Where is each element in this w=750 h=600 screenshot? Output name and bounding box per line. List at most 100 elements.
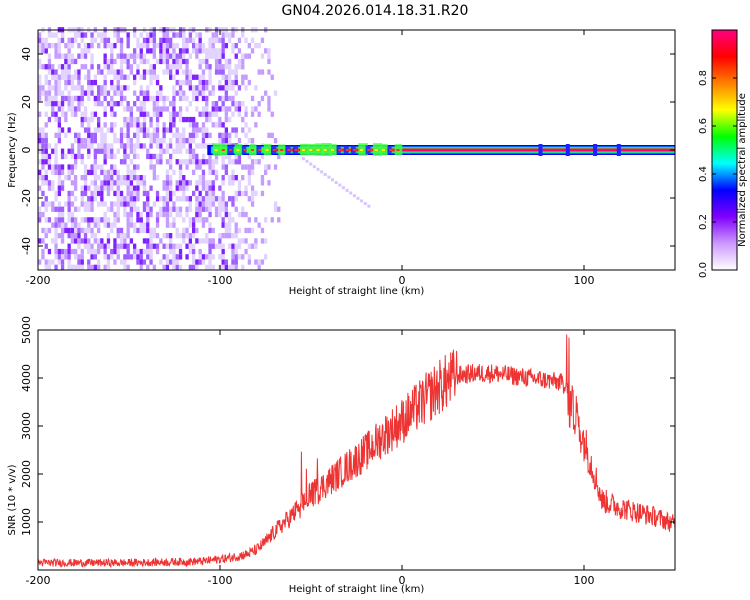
noise-cell [129, 175, 133, 181]
noise-cell [211, 90, 215, 96]
noise-cell [80, 85, 84, 91]
noise-cell [136, 180, 140, 186]
noise-cell [67, 53, 71, 59]
noise-cell [228, 153, 232, 160]
noise-cell [224, 85, 228, 91]
noise-cell [64, 116, 68, 123]
noise-cell [129, 211, 133, 218]
noise-cell [97, 227, 101, 234]
noise-cell [97, 43, 101, 49]
noise-cell [198, 111, 202, 117]
signal-blob [316, 149, 320, 151]
noise-cell [185, 138, 189, 144]
noise-cell [146, 85, 150, 91]
noise-cell [244, 37, 248, 43]
noise-cell [188, 132, 192, 138]
noise-cell [208, 169, 212, 175]
noise-cell [267, 69, 271, 75]
noise-cell [77, 222, 81, 228]
noise-cell [195, 259, 199, 265]
noise-cell [129, 185, 133, 191]
noise-cell [267, 58, 271, 65]
noise-cell [178, 85, 183, 91]
noise-cell [93, 264, 97, 270]
noise-cell [208, 79, 212, 86]
noise-cell [162, 106, 166, 112]
noise-cell [175, 196, 179, 202]
noise-cell [208, 211, 212, 218]
noise-cell [178, 169, 183, 175]
noise-cell [205, 85, 209, 91]
noise-cell [231, 264, 235, 270]
noise-cell [38, 185, 42, 191]
noise-cell [67, 169, 71, 175]
noise-cell [185, 58, 189, 65]
noise-cell [208, 116, 212, 123]
noise-cell [142, 175, 147, 181]
noise-cell [142, 143, 147, 149]
noise-cell [83, 74, 88, 80]
noise-cell [133, 116, 137, 123]
noise-cell [90, 116, 94, 123]
noise-cell [224, 164, 228, 170]
noise-cell [155, 106, 160, 112]
noise-cell [80, 227, 84, 234]
noise-cell [165, 95, 170, 102]
noise-cell [270, 217, 274, 223]
noise-cell [152, 53, 156, 59]
noise-cell [198, 43, 202, 49]
noise-cell [110, 143, 114, 149]
noise-cell [198, 238, 202, 244]
noise-cell [38, 37, 42, 43]
noise-cell [129, 116, 133, 123]
noise-cell [110, 58, 114, 65]
noise-cell [201, 196, 206, 202]
noise-cell [323, 173, 327, 176]
noise-cell [178, 138, 183, 144]
noise-cell [44, 217, 48, 223]
noise-cell [129, 196, 133, 202]
noise-cell [67, 43, 71, 49]
noise-cell [103, 185, 107, 191]
noise-cell [185, 116, 189, 123]
noise-cell [83, 190, 88, 197]
noise-cell [47, 90, 52, 96]
noise-cell [149, 132, 153, 138]
noise-cell [67, 248, 71, 255]
noise-cell [47, 116, 52, 123]
noise-cell [119, 201, 124, 207]
noise-cell [133, 148, 137, 154]
noise-cell [208, 164, 212, 170]
noise-cell [70, 264, 75, 270]
noise-cell [136, 127, 140, 133]
noise-cell [106, 58, 111, 65]
noise-cell [123, 53, 127, 59]
noise-cell [228, 79, 232, 86]
signal-blob [321, 143, 332, 156]
noise-cell [38, 32, 42, 38]
noise-cell [172, 32, 176, 38]
noise-cell [201, 43, 206, 49]
noise-cell [205, 233, 209, 239]
noise-cell [208, 264, 212, 270]
noise-cell [67, 196, 71, 202]
noise-cell [172, 148, 176, 154]
noise-cell [123, 85, 127, 91]
noise-cell [254, 159, 258, 165]
noise-cell [234, 233, 238, 239]
noise-cell [221, 254, 225, 260]
noise-cell [165, 159, 170, 165]
noise-cell [60, 90, 65, 96]
noise-cell [211, 238, 215, 244]
noise-cell [162, 180, 166, 186]
noise-cell [182, 69, 186, 75]
noise-cell [60, 206, 65, 212]
noise-cell [250, 227, 255, 234]
noise-cell [192, 122, 196, 128]
noise-cell [70, 190, 75, 197]
noise-cell [57, 169, 61, 175]
noise-cell [175, 211, 179, 218]
signal-blob [360, 149, 364, 151]
noise-cell [178, 90, 183, 96]
noise-cell [208, 222, 212, 228]
